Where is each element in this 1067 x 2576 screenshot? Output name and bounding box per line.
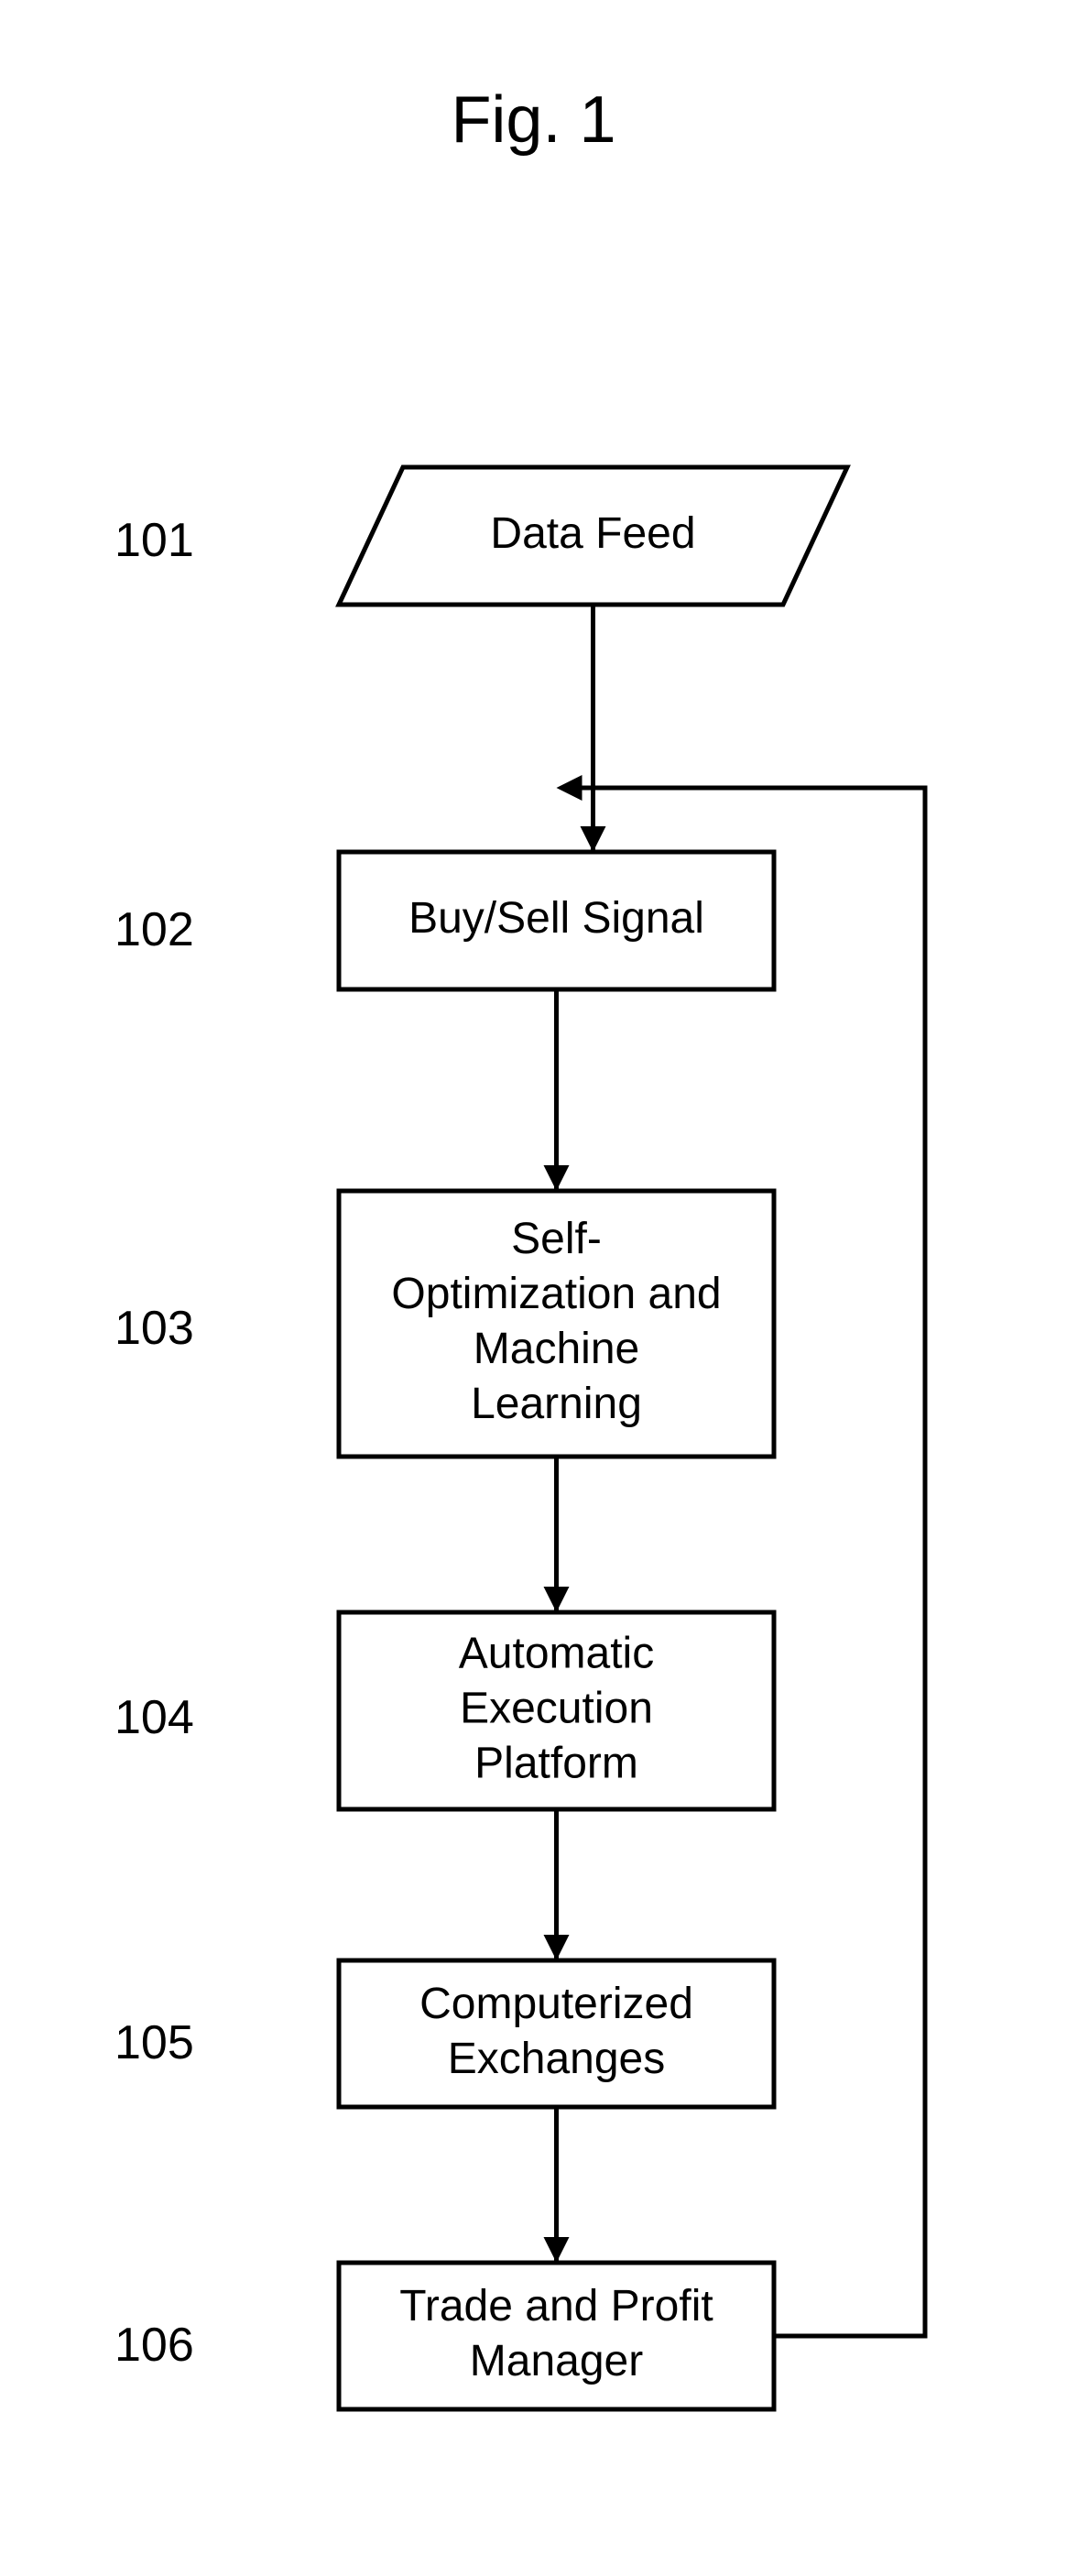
node-102-text: Buy/Sell Signal: [408, 894, 704, 943]
node-103-text: Optimization and: [391, 1270, 721, 1318]
node-ref-105: 105: [114, 2015, 194, 2070]
node-101-text: Data Feed: [490, 509, 695, 558]
node-106-text: Manager: [470, 2337, 643, 2385]
arrow-head: [544, 1587, 570, 1612]
node-103-text: Learning: [471, 1380, 642, 1428]
flowchart-svg: Data Feed Buy/Sell Signal Self- Optimizatio…: [0, 0, 1067, 2576]
node-105-text: Exchanges: [448, 2035, 666, 2083]
edge-feedback: [582, 788, 926, 2336]
node-106-text: Trade and Profit: [399, 2282, 713, 2330]
node-ref-103: 103: [114, 1301, 194, 1356]
node-ref-106: 106: [114, 2318, 194, 2373]
node-103-text: Machine: [474, 1325, 639, 1373]
node-103-text: Self-: [511, 1215, 602, 1263]
node-ref-101: 101: [114, 513, 194, 568]
figure-page: Fig. 1 Data FeedBuy/Sell SignalSelf-Opti…: [0, 0, 1067, 2576]
node-ref-104: 104: [114, 1690, 194, 1745]
node-ref-102: 102: [114, 902, 194, 957]
node-104-text: Automatic: [459, 1630, 654, 1678]
node-105-text: Computerized: [419, 1980, 693, 2028]
arrow-head: [544, 1165, 570, 1191]
arrow-head: [557, 775, 582, 801]
arrow-head: [544, 1935, 570, 1960]
node-104-text: Execution: [460, 1685, 653, 1733]
arrow-head: [544, 2237, 570, 2263]
arrow-head: [581, 826, 606, 852]
node-104-text: Platform: [474, 1740, 638, 1788]
